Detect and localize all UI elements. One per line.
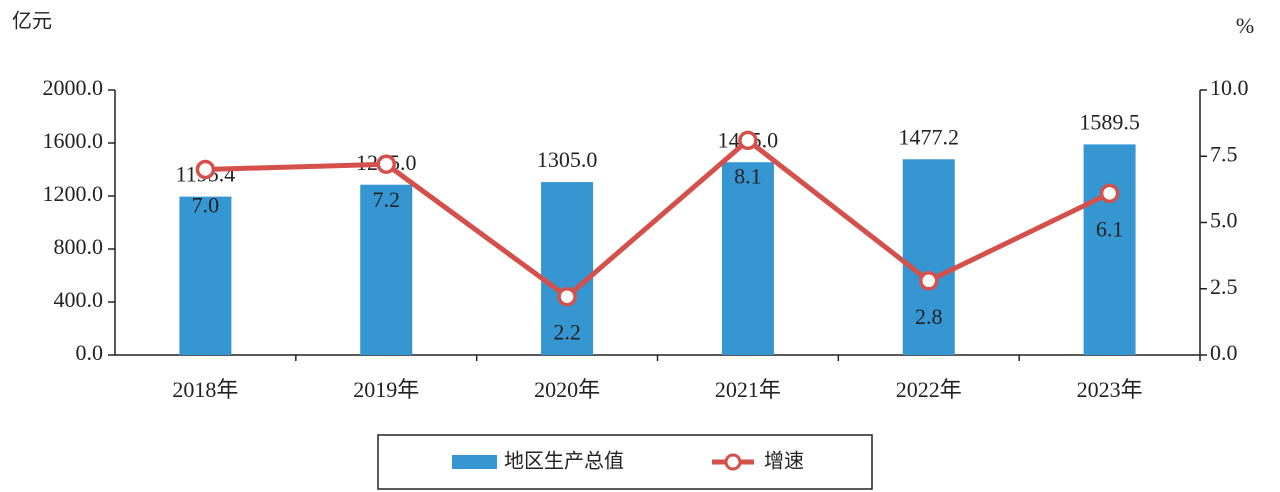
y-tick-label: 2000.0 <box>43 75 104 100</box>
line-value-label: 7.0 <box>192 193 220 218</box>
y-tick-label: 400.0 <box>54 287 104 312</box>
y-tick-label: 1600.0 <box>43 128 104 153</box>
line-point <box>738 130 758 151</box>
x-tick-label: 2020年 <box>534 377 600 402</box>
x-tick-label: 2023年 <box>1077 377 1143 402</box>
x-tick-label: 2022年 <box>896 377 962 402</box>
line-point <box>376 154 396 174</box>
bar <box>179 196 232 355</box>
bar <box>360 184 413 355</box>
y2-tick-label: 7.5 <box>1210 141 1238 166</box>
line-value-label: 8.1 <box>734 163 762 188</box>
line-value-label: 2.2 <box>553 320 581 345</box>
bar <box>541 182 594 355</box>
line-point <box>195 159 216 180</box>
x-tick-label: 2019年 <box>353 377 419 402</box>
bar <box>902 159 955 355</box>
legend-box <box>377 434 873 490</box>
line-value-label: 2.8 <box>915 304 943 329</box>
legend-label: 地区生产总值 <box>504 449 624 473</box>
y2-tick-label: 0.0 <box>1210 340 1238 365</box>
y-tick-label: 1200.0 <box>43 181 104 206</box>
bar-value-label: 1477.2 <box>899 124 960 149</box>
line-point <box>919 271 939 291</box>
bar-value-label: 1305.0 <box>537 147 598 172</box>
line-value-label: 7.2 <box>373 187 401 212</box>
y2-axis-label: % <box>1236 13 1254 38</box>
legend-swatch <box>452 455 497 469</box>
legend-label: 增速 <box>764 449 804 473</box>
bar <box>721 162 774 355</box>
y2-tick-label: 2.5 <box>1210 274 1238 299</box>
line-point <box>557 286 577 307</box>
y2-tick-label: 10.0 <box>1210 75 1249 100</box>
y-tick-label: 0.0 <box>76 340 104 365</box>
y-axis-label: 亿元 <box>12 9 52 33</box>
line-value-label: 6.1 <box>1096 216 1124 241</box>
line-point <box>1099 183 1120 204</box>
x-tick-label: 2021年 <box>715 377 781 402</box>
bar <box>1083 144 1136 355</box>
y-tick-label: 800.0 <box>54 234 104 259</box>
line <box>205 137 1111 300</box>
bar-value-label: 1589.5 <box>1079 109 1140 134</box>
x-tick-label: 2018年 <box>172 377 238 402</box>
y2-tick-label: 5.0 <box>1210 208 1238 233</box>
legend-swatch <box>724 453 742 471</box>
